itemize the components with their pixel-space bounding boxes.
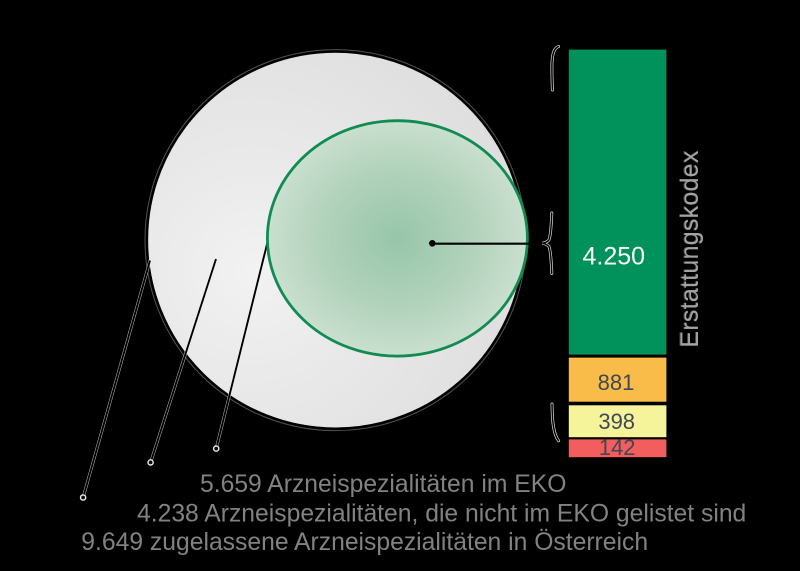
svg-text:398: 398 [598, 409, 635, 434]
svg-text:Erstattungskodex: Erstattungskodex [675, 150, 703, 347]
svg-text:9.649 zugelassene Arzneispezia: 9.649 zugelassene Arzneispezialitäten in… [81, 529, 648, 556]
svg-text:4.238 Arzneispezialitäten, die: 4.238 Arzneispezialitäten, die nicht im … [137, 501, 746, 528]
svg-text:5.659 Arzneispezialitäten im E: 5.659 Arzneispezialitäten im EKO [200, 471, 566, 498]
svg-text:142: 142 [599, 435, 636, 460]
svg-text:4.250: 4.250 [583, 243, 646, 271]
svg-text:Erstattungskodex: Erstattungskodex [676, 150, 704, 347]
svg-text:881: 881 [598, 370, 635, 395]
